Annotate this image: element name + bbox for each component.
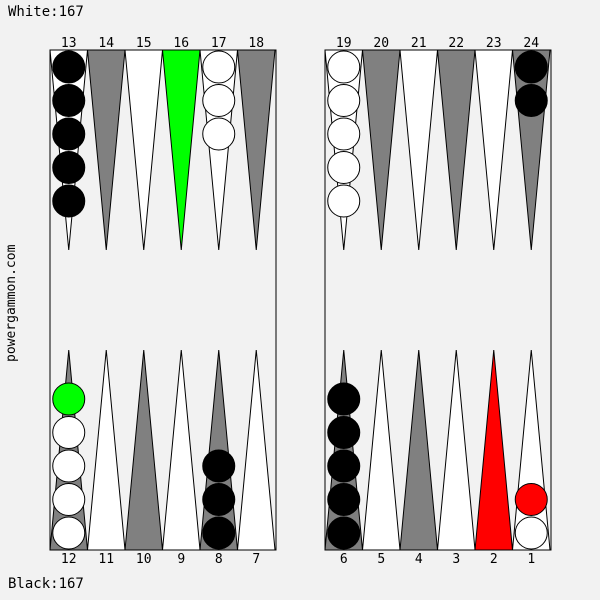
black-checker[interactable] [514,84,548,117]
black-checker[interactable] [202,449,236,483]
point-18[interactable] [236,49,276,251]
point-20[interactable] [361,49,401,251]
point-number-label: 1 [527,552,535,567]
left-half-board [49,49,277,551]
white-checker[interactable] [52,416,86,449]
white-checker[interactable] [514,483,548,516]
black-score: Black:167 [8,576,84,592]
point-number-label: 19 [336,36,352,51]
point-number-label: 3 [452,552,460,567]
black-checker[interactable] [327,449,361,483]
point-number-label: 11 [98,552,114,567]
point-23[interactable] [474,49,514,251]
point-4[interactable] [399,349,439,551]
black-checker[interactable] [52,50,86,84]
white-checker[interactable] [202,50,236,84]
point-9[interactable] [161,349,201,551]
black-checker[interactable] [52,117,86,151]
point-number-label: 9 [177,552,185,567]
point-number-label: 10 [136,552,152,567]
white-checker[interactable] [514,516,548,550]
point-number-label: 4 [415,552,423,567]
black-checker[interactable] [327,483,361,516]
point-number-label: 21 [411,36,427,51]
black-checker[interactable] [327,516,361,550]
white-checker[interactable] [327,84,361,117]
white-checker[interactable] [327,50,361,84]
point-number-label: 22 [448,36,464,51]
point-number-label: 24 [523,36,539,51]
white-checker[interactable] [327,151,361,184]
right-half-board [324,49,552,551]
black-checker[interactable] [52,151,86,184]
point-number-label: 7 [252,552,260,567]
black-checker[interactable] [52,184,86,218]
point-16[interactable] [161,49,201,251]
point-5[interactable] [361,349,401,551]
white-checker[interactable] [202,84,236,117]
point-number-label: 2 [490,552,498,567]
black-checker[interactable] [327,382,361,416]
black-checker[interactable] [327,416,361,449]
point-3[interactable] [436,349,476,551]
point-number-label: 23 [486,36,502,51]
point-15[interactable] [124,49,164,251]
point-10[interactable] [124,349,164,551]
white-checker[interactable] [52,483,86,516]
point-number-label: 16 [173,36,189,51]
point-number-label: 17 [211,36,227,51]
point-number-label: 15 [136,36,152,51]
point-2[interactable] [474,349,514,551]
white-score: White:167 [8,4,84,20]
point-22[interactable] [436,49,476,251]
black-checker[interactable] [202,483,236,516]
point-number-label: 6 [340,552,348,567]
point-number-label: 18 [248,36,264,51]
black-checker[interactable] [202,516,236,550]
point-number-label: 13 [61,36,77,51]
point-number-label: 12 [61,552,77,567]
white-checker[interactable] [202,117,236,151]
point-21[interactable] [399,49,439,251]
black-checker[interactable] [514,50,548,84]
white-checker[interactable] [52,516,86,550]
point-number-label: 8 [215,552,223,567]
point-11[interactable] [86,349,126,551]
white-checker[interactable] [327,117,361,151]
point-number-label: 20 [373,36,389,51]
point-14[interactable] [86,49,126,251]
point-7[interactable] [236,349,276,551]
white-checker[interactable] [52,382,86,416]
point-number-label: 14 [98,36,114,51]
point-number-label: 5 [377,552,385,567]
black-checker[interactable] [52,84,86,117]
white-checker[interactable] [327,184,361,218]
white-checker[interactable] [52,449,86,483]
